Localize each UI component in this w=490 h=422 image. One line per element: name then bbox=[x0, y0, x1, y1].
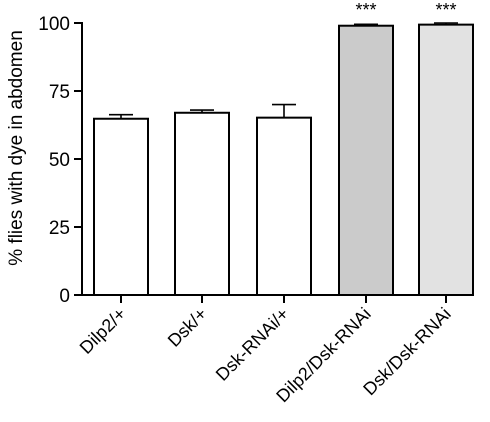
x-tick-label: Dsk-RNAi/+ bbox=[212, 304, 293, 385]
bar-4 bbox=[338, 24, 394, 296]
x-tick-label: Dilp2/+ bbox=[76, 304, 130, 358]
bar-2 bbox=[174, 111, 230, 297]
y-tick-label: 50 bbox=[49, 150, 70, 171]
y-tick-label: 75 bbox=[49, 82, 70, 103]
y-tick-label: 100 bbox=[38, 14, 70, 35]
x-axis: Dilp2/+ Dsk/+ Dsk-RNAi/+Dilp2/Dsk-RNAiDsk/… bbox=[76, 294, 470, 406]
bar-1 bbox=[93, 117, 149, 296]
y-tick-label: 25 bbox=[49, 218, 70, 239]
y-axis: 0 25 50 75 100 bbox=[38, 14, 83, 307]
bars: *** *** bbox=[93, 0, 474, 297]
bar-3 bbox=[256, 116, 312, 296]
bar-5 bbox=[418, 23, 474, 297]
x-tick-label: Dsk/+ bbox=[164, 304, 211, 351]
y-axis-label: % flies with dye in abdomen bbox=[6, 30, 27, 266]
significance-label: *** bbox=[355, 0, 376, 20]
y-tick-label: 0 bbox=[59, 286, 70, 307]
significance-label: *** bbox=[435, 0, 456, 20]
